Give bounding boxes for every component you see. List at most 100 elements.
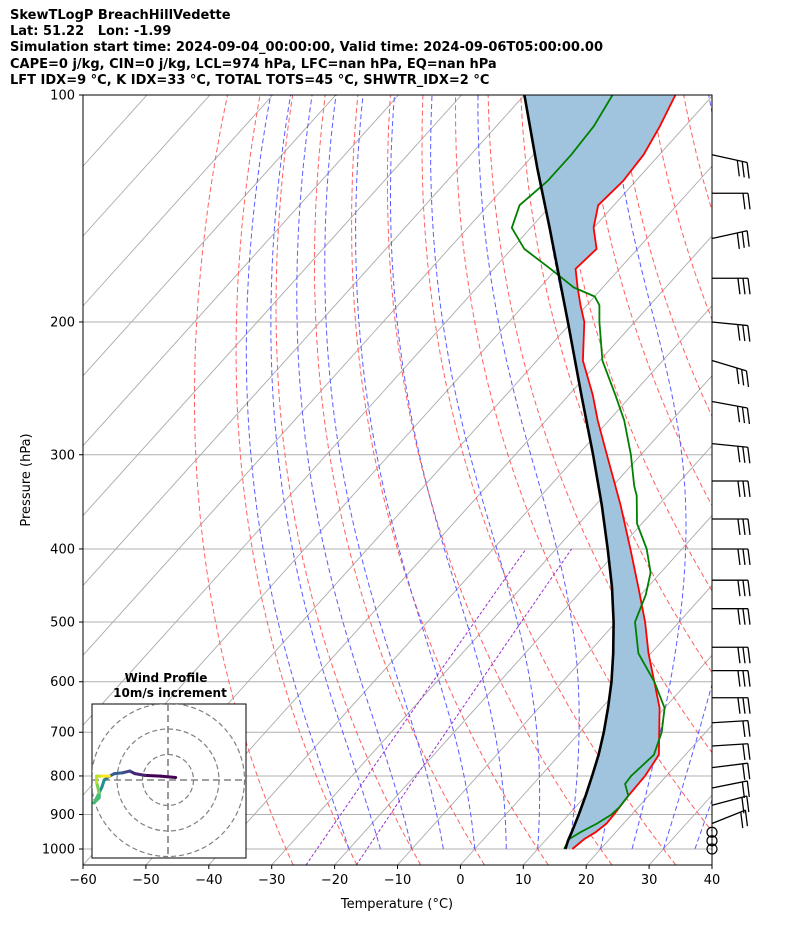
hodograph-subtitle: 10m/s increment: [113, 686, 227, 700]
hodograph-segment: [133, 772, 147, 777]
barb-feather: [747, 480, 751, 498]
barb-feather: [741, 231, 745, 248]
wind-barb: [711, 795, 750, 814]
barb-feather: [737, 446, 741, 463]
wind-barb: [711, 719, 751, 737]
barb-feather: [742, 324, 746, 342]
isotherm-line: [83, 95, 588, 657]
barb-staff: [711, 719, 748, 724]
barb-feather: [747, 325, 751, 342]
chart-header: SkewTLogP BreachHillVedette Lat: 51.22 Lo…: [10, 8, 603, 89]
y-tick-label: 600: [50, 675, 75, 690]
wind-barb: [712, 518, 751, 536]
barb-staff: [711, 780, 748, 789]
wind-barb: [711, 780, 750, 799]
barb-feather: [737, 580, 741, 597]
isotherm-line: [585, 724, 712, 865]
barb-feather: [737, 697, 741, 714]
barb-feather: [747, 697, 751, 714]
calm-wind-circle: [706, 826, 718, 838]
barb-feather: [747, 580, 751, 597]
wind-barb: [711, 400, 751, 425]
dry-adiabat: [683, 95, 712, 213]
y-tick-label: 100: [50, 89, 75, 104]
x-tick-label: −20: [321, 873, 348, 888]
hodograph-segment: [143, 773, 162, 778]
moist-adiabat: [296, 95, 413, 850]
mixing-ratio-line: [355, 548, 573, 865]
wind-barb: [711, 762, 751, 780]
barb-feather: [737, 278, 741, 295]
y-axis-label: Pressure (hPa): [19, 433, 34, 526]
y-tick-label: 800: [50, 769, 75, 784]
dry-adiabat: [585, 95, 712, 507]
hodograph-segment: [95, 781, 101, 795]
isotherm-line: [711, 864, 712, 865]
moist-adiabat: [270, 95, 381, 850]
moist-adiabat: [390, 95, 507, 849]
barb-staff: [711, 443, 748, 448]
wind-barb: [711, 443, 751, 464]
barb-feather: [736, 367, 740, 385]
barb-staff: [711, 795, 747, 806]
isotherm-line: [334, 444, 712, 865]
isotherm-line: [83, 95, 337, 377]
dry-adiabat: [194, 95, 294, 865]
wind-barb: [711, 359, 750, 387]
wind-barb: [712, 646, 751, 664]
barb-feather: [742, 580, 746, 597]
y-tick-label: 900: [50, 808, 75, 823]
isotherm-line: [83, 95, 651, 726]
y-tick-label: 200: [50, 315, 75, 330]
moist-adiabat: [430, 95, 541, 850]
x-tick-label: 0: [456, 873, 464, 888]
barb-feather: [737, 324, 741, 341]
barb-feather: [740, 811, 744, 829]
barb-feather: [745, 370, 750, 387]
barb-staff: [711, 809, 746, 825]
isotherm-line: [460, 584, 712, 865]
wind-barb: [712, 480, 751, 498]
x-tick-label: −10: [384, 873, 411, 888]
x-tick-label: −30: [258, 873, 285, 888]
barb-feather: [741, 406, 746, 424]
x-tick-label: 20: [578, 873, 595, 888]
barb-feather: [741, 161, 745, 178]
barb-staff: [711, 762, 748, 769]
dry-adiabat: [235, 95, 358, 865]
barb-feather: [742, 720, 746, 737]
x-tick-label: −60: [69, 873, 96, 888]
y-tick-label: 700: [50, 726, 75, 741]
wind-barb: [711, 154, 750, 179]
barb-staff: [711, 400, 748, 409]
barb-feather: [742, 446, 746, 463]
barb-feather: [747, 447, 751, 464]
axes: −60 −50 −40 −30 −20 −10 0 10 20 30 40 1000 900 800 700…: [42, 89, 720, 889]
barb-staff: [711, 230, 748, 240]
cin-shading: [524, 95, 676, 849]
time-line: Simulation start time: 2024-09-04_00:00:…: [10, 40, 603, 56]
dewpoint-line: [510, 95, 666, 850]
hodograph: [91, 703, 247, 859]
barb-staff: [711, 743, 748, 747]
mixing-ratio-line: [305, 548, 527, 865]
isotherm-line: [271, 375, 712, 865]
barb-feather: [742, 647, 746, 664]
location-line: Lat: 51.22 Lon: -1.99: [10, 24, 172, 40]
wind-barb: [711, 809, 749, 829]
wind-barbs: [706, 154, 751, 855]
y-tick-label: 300: [50, 448, 75, 463]
moist-adiabat: [324, 95, 444, 850]
barb-feather: [741, 369, 745, 386]
dry-adiabat: [455, 95, 712, 832]
x-axis-label: Temperature (°C): [340, 897, 453, 912]
wind-barb: [711, 321, 751, 342]
barb-feather: [742, 743, 746, 761]
barb-feather: [737, 548, 741, 566]
barb-feather: [746, 162, 750, 179]
barb-feather: [747, 608, 751, 625]
barb-feather: [737, 480, 741, 498]
wind-barb: [712, 579, 751, 597]
x-tick-label: 30: [641, 873, 658, 888]
